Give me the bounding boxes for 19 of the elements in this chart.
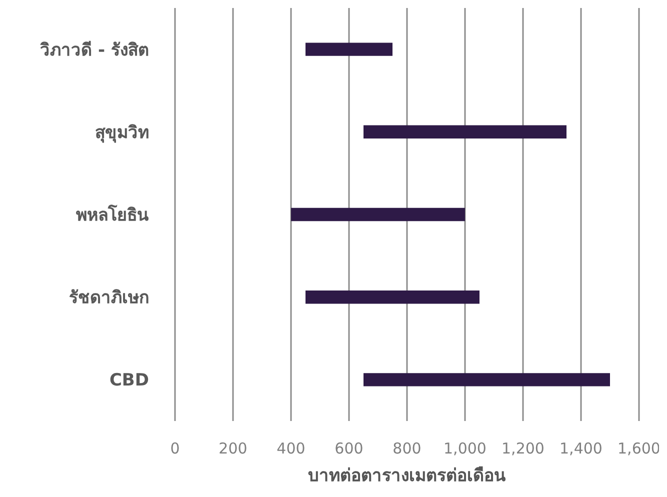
x-tick-label: 800 <box>392 440 422 458</box>
bar <box>364 125 566 139</box>
x-tick-label: 0 <box>170 440 180 458</box>
x-tick-label: 1,400 <box>560 440 602 458</box>
bar <box>291 208 465 222</box>
bar <box>306 42 392 56</box>
y-tick-label: รัชดาภิเษก <box>69 288 149 308</box>
y-tick-label: วิภาวดี - รังสิต <box>40 39 149 60</box>
bar <box>306 290 480 304</box>
x-axis-title: บาทต่อตารางเมตรต่อเดือน <box>308 465 506 486</box>
x-tick-label: 200 <box>218 440 248 458</box>
y-tick-label: พหลโยธิน <box>76 204 149 226</box>
x-tick-label: 1,000 <box>444 440 486 458</box>
x-tick-label: 600 <box>334 440 364 458</box>
bar <box>364 373 610 386</box>
x-tick-label: 400 <box>276 440 306 458</box>
x-tick-label: 1,200 <box>502 440 544 458</box>
y-tick-label: CBD <box>109 370 149 391</box>
y-tick-label: สุขุมวิท <box>95 122 149 143</box>
